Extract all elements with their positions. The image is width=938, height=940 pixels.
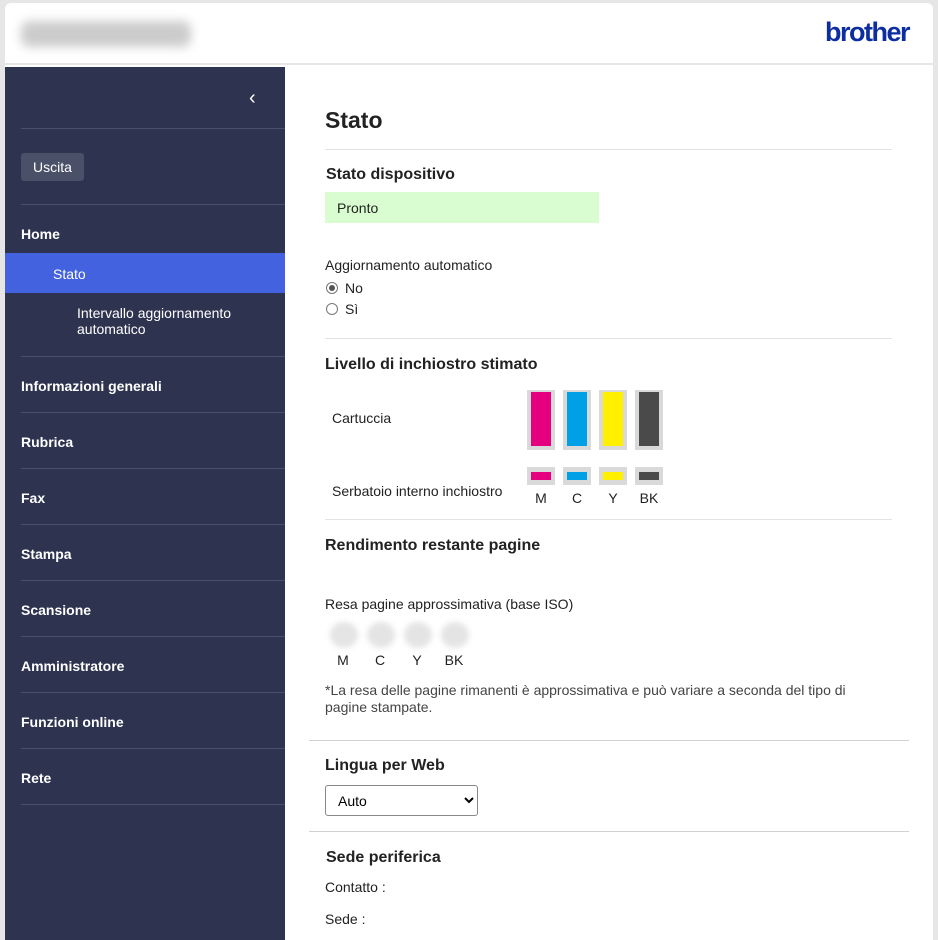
page-yield-label: Resa pagine approssimativa (base ISO): [325, 596, 574, 612]
cartridge-y: [599, 390, 627, 450]
collapse-chevron-left-icon[interactable]: ‹: [249, 87, 256, 109]
tank-y: [599, 467, 627, 485]
tank-c: [563, 467, 591, 485]
ink-label-bk: BK: [639, 490, 659, 506]
brother-logo: brother: [825, 17, 911, 47]
sidebar-item-online[interactable]: Funzioni online: [21, 714, 124, 730]
cartridge-label: Cartuccia: [332, 410, 392, 426]
cartridge-bk: [635, 390, 663, 450]
header: brother: [5, 3, 933, 65]
browser-page: brother ‹ Uscita Home Stato Intervallo a…: [5, 3, 933, 940]
yield-value-blurred: [367, 622, 395, 648]
sidebar-item-print[interactable]: Stampa: [21, 546, 72, 562]
cartridge-m: [527, 390, 555, 450]
sidebar-item-home[interactable]: Home: [21, 226, 60, 242]
sidebar: ‹ Uscita Home Stato Intervallo aggiornam…: [5, 67, 285, 940]
location-heading: Sede periferica: [326, 849, 441, 866]
logout-button[interactable]: Uscita: [21, 153, 84, 181]
ink-label-y: Y: [608, 490, 618, 506]
radio-si[interactable]: Sì: [326, 301, 358, 317]
page-title: Stato: [325, 107, 383, 133]
sidebar-item-admin[interactable]: Amministratore: [21, 658, 125, 674]
cartridge-c: [563, 390, 591, 450]
page-yield-heading: Rendimento restante pagine: [325, 537, 541, 554]
sidebar-item-stato[interactable]: Stato: [5, 253, 285, 293]
device-status-heading: Stato dispositivo: [326, 166, 455, 183]
tank-bk: [635, 467, 663, 485]
language-select[interactable]: Auto: [325, 785, 478, 816]
auto-update-label: Aggiornamento automatico: [325, 257, 493, 273]
contact-label: Contatto :: [325, 879, 386, 895]
yield-label-m: M: [337, 652, 349, 668]
radio-button-icon[interactable]: [326, 282, 338, 294]
yield-label-c: C: [374, 652, 386, 668]
radio-no[interactable]: No: [326, 280, 363, 296]
language-heading: Lingua per Web: [325, 757, 445, 774]
yield-value-blurred: [404, 622, 432, 648]
model-name-blurred: [21, 21, 191, 47]
sidebar-item-scan[interactable]: Scansione: [21, 602, 92, 618]
yield-label-y: Y: [412, 652, 422, 668]
sidebar-item-general-info[interactable]: Informazioni generali: [21, 378, 162, 394]
ink-label-m: M: [535, 490, 547, 506]
yield-value-blurred: [330, 622, 358, 648]
tank-label: Serbatoio interno inchiostro: [332, 483, 503, 499]
yield-label-bk: BK: [444, 652, 464, 668]
ink-level-heading: Livello di inchiostro stimato: [325, 356, 538, 373]
sidebar-item-refresh-interval[interactable]: Intervallo aggiornamento automatico: [77, 305, 232, 337]
sidebar-item-address-book[interactable]: Rubrica: [21, 434, 74, 450]
site-label: Sede :: [325, 911, 366, 927]
main-content: Stato Stato dispositivo Pronto Aggiornam…: [285, 67, 933, 940]
ink-label-c: C: [571, 490, 583, 506]
page-yield-note: *La resa delle pagine rimanenti è appros…: [325, 682, 846, 715]
sidebar-item-network[interactable]: Rete: [21, 770, 52, 786]
radio-button-icon[interactable]: [326, 303, 338, 315]
yield-value-blurred: [441, 622, 469, 648]
tank-m: [527, 467, 555, 485]
sidebar-item-fax[interactable]: Fax: [21, 490, 46, 506]
status-badge: Pronto: [325, 192, 599, 223]
